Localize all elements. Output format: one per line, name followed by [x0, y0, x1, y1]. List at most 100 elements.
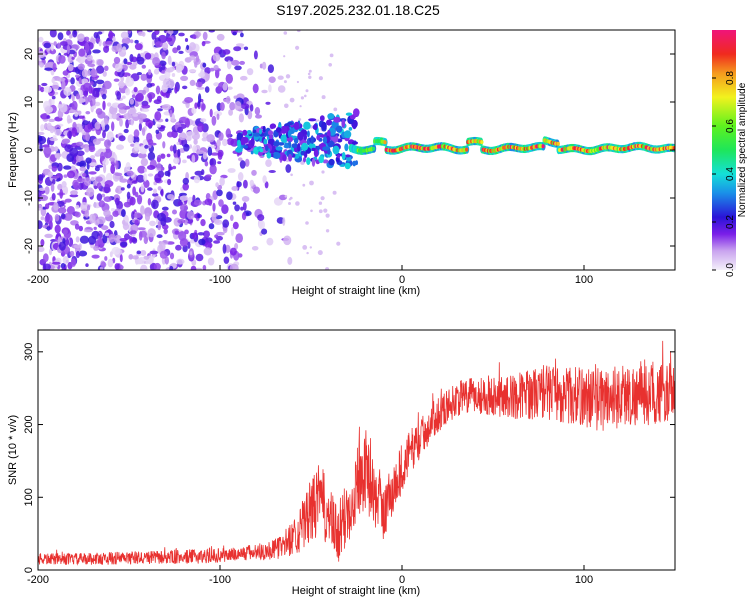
spectrogram-transition-blob	[303, 133, 307, 141]
spectrogram-noise-blob	[241, 196, 250, 202]
spectrogram-noise-blob	[136, 194, 143, 205]
spectrogram-noise-blob	[48, 118, 56, 123]
spectrogram-noise-blob	[71, 127, 78, 137]
spectrogram-noise-blob	[193, 199, 202, 206]
spectrogram-noise-blob	[104, 256, 108, 261]
spectrogram-noise-blob	[107, 258, 114, 268]
spectrogram-noise-blob	[229, 247, 237, 256]
spectrogram-noise-blob	[239, 60, 246, 65]
spectrogram-noise-blob	[148, 142, 157, 146]
spectrogram-noise-blob	[198, 72, 206, 78]
spectrogram-noise-blob	[234, 204, 241, 212]
spectrogram-transition-blob	[333, 116, 342, 123]
spectrogram-noise-blob	[197, 213, 201, 219]
spectrogram-transition-blob	[322, 146, 330, 151]
spectrogram-noise-blob	[38, 204, 43, 211]
spectrogram-noise-blob	[198, 93, 202, 104]
spectrogram-noise-blob	[71, 258, 76, 267]
spectrogram-noise-blob	[144, 52, 152, 60]
spectrogram-noise-blob	[131, 255, 139, 260]
spectrogram-noise-blob	[94, 166, 100, 172]
colorbar-tick-label: 0.2	[725, 215, 736, 229]
spectrogram-noise-blob	[251, 246, 259, 251]
spectrogram-noise-blob	[163, 228, 168, 235]
spectrogram-transition-blob	[280, 134, 288, 144]
spectrogram-noise-blob	[75, 93, 80, 100]
spectrogram-noise-blob	[230, 227, 234, 237]
spectrogram-transition-blob	[257, 151, 263, 156]
spectrogram-noise-blob	[165, 118, 169, 122]
spectrogram-noise-blob	[194, 61, 198, 68]
spectrogram-noise-blob	[184, 97, 194, 103]
spectrogram-noise-blob	[254, 107, 261, 116]
spectrogram-noise-blob	[175, 65, 183, 73]
spectrogram-noise-blob	[95, 176, 103, 182]
spectrogram-noise-blob	[159, 241, 166, 251]
spectrogram-y-tick-label: 20	[23, 48, 35, 60]
spectrogram-noise-blob	[51, 193, 56, 201]
spectrogram-noise-blob	[117, 103, 127, 110]
spectrogram-noise-blob	[128, 107, 137, 115]
spectrogram-noise-blob	[84, 42, 90, 53]
spectrogram-transition-blob	[275, 127, 282, 133]
spectrogram-y-tick-label: -10	[23, 190, 35, 206]
spectrogram-noise-blob	[66, 30, 71, 36]
spectrogram-noise-blob	[57, 42, 61, 49]
spectrogram-noise-blob	[49, 137, 58, 142]
spectrogram-noise-blob	[219, 177, 225, 186]
spectrogram-noise-blob	[266, 237, 274, 246]
spectrogram-transition-blob	[287, 130, 292, 138]
spectrogram-noise-blob	[106, 131, 114, 142]
signal-line-core	[541, 144, 545, 149]
spectrogram-faint-dot	[328, 63, 333, 67]
spectrogram-noise-blob	[88, 145, 96, 153]
spectrogram-faint-dot	[332, 190, 337, 195]
spectrogram-noise-blob	[230, 138, 239, 147]
spectrogram-noise-blob	[123, 128, 129, 134]
spectrogram-noise-blob	[207, 257, 215, 266]
spectrogram-noise-blob	[38, 220, 43, 229]
spectrogram-noise-blob	[201, 137, 208, 142]
spectrogram-noise-blob	[186, 131, 195, 137]
spectrogram-noise-blob	[115, 160, 119, 170]
spectrogram-noise-blob	[176, 45, 181, 51]
spectrogram-noise-blob	[97, 31, 103, 35]
spectrogram-noise-blob	[100, 261, 107, 268]
spectrogram-transition-blob	[316, 134, 321, 141]
spectrogram-noise-blob	[125, 88, 131, 96]
spectrogram-noise-blob	[68, 34, 73, 39]
spectrogram-noise-blob	[52, 62, 57, 72]
spectrogram-noise-blob	[44, 67, 53, 71]
spectrogram-noise-blob	[197, 150, 205, 155]
spectrogram-noise-blob	[66, 206, 75, 215]
spectrogram-transition-blob	[344, 162, 351, 170]
spectrogram-transition-blob	[303, 157, 306, 163]
spectrogram-x-ticks: -200 -100 0 100	[27, 265, 593, 286]
spectrogram-noise-blob	[204, 86, 210, 93]
spectrogram-noise-blob	[129, 98, 134, 105]
spectrogram-noise-blob	[52, 178, 56, 185]
spectrogram-noise-blob	[189, 42, 196, 51]
spectrogram-noise-blob	[43, 263, 51, 270]
spectrogram-noise-blob	[81, 69, 88, 78]
spectrogram-noise-blob	[49, 126, 55, 134]
spectrogram-noise-blob	[225, 73, 233, 84]
spectrogram-transition-blob	[265, 145, 269, 152]
spectrogram-noise-blob	[85, 157, 92, 164]
spectrogram-noise-blob	[202, 151, 208, 160]
spectrogram-noise-blob	[104, 180, 114, 188]
spectrogram-noise-blob	[225, 95, 231, 104]
spectrogram-noise-blob	[197, 232, 205, 236]
spectrogram-noise-blob	[161, 206, 169, 211]
spectrogram-transition-blob	[327, 113, 335, 120]
spectrogram-noise-blob	[145, 119, 154, 128]
spectrogram-noise-blob	[123, 58, 128, 65]
spectrogram-faint-dot	[321, 95, 326, 100]
spectrogram-noise-blob	[237, 172, 244, 181]
spectrogram-noise-blob	[113, 78, 120, 82]
spectrogram-noise-blob	[135, 174, 145, 183]
spectrogram-noise-blob	[66, 44, 70, 55]
spectrogram-noise-blob	[219, 102, 225, 111]
spectrogram-faint-dot	[318, 76, 323, 81]
